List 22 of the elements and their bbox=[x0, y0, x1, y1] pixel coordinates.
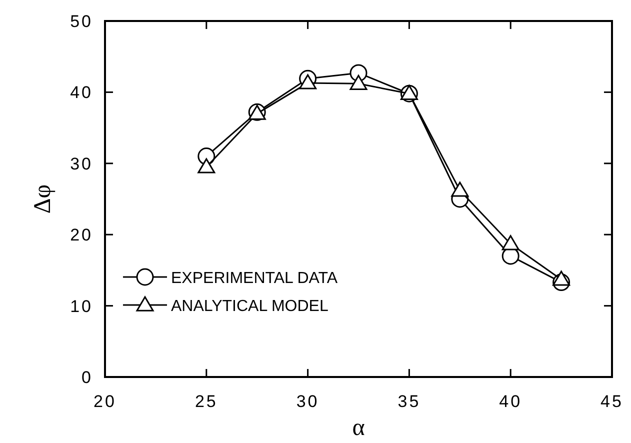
y-axis-title: Δφ bbox=[30, 184, 56, 214]
y-tick-label: 40 bbox=[70, 83, 93, 102]
y-tick-label: 20 bbox=[70, 226, 93, 245]
x-axis-title: α bbox=[352, 415, 366, 441]
x-tick-label: 35 bbox=[398, 392, 421, 411]
x-tick-label: 45 bbox=[600, 392, 624, 411]
y-tick-label: 30 bbox=[70, 154, 93, 174]
point bbox=[502, 235, 520, 250]
point bbox=[552, 270, 570, 286]
x-tick-label: 40 bbox=[499, 392, 522, 411]
x-tick-label: 25 bbox=[194, 392, 218, 411]
point bbox=[299, 74, 317, 90]
point bbox=[198, 158, 216, 174]
y-tick-label: 50 bbox=[70, 12, 93, 31]
legend-label: ANALYTICAL MODEL bbox=[171, 298, 328, 315]
y-tick-label: 10 bbox=[70, 296, 93, 316]
legend-label: EXPERIMENTAL DATA bbox=[171, 270, 338, 287]
point bbox=[350, 74, 368, 90]
point bbox=[451, 182, 469, 197]
y-tick-label: 0 bbox=[82, 368, 93, 387]
x-tick-label: 30 bbox=[296, 392, 320, 411]
x-tick-label: 20 bbox=[94, 392, 116, 411]
